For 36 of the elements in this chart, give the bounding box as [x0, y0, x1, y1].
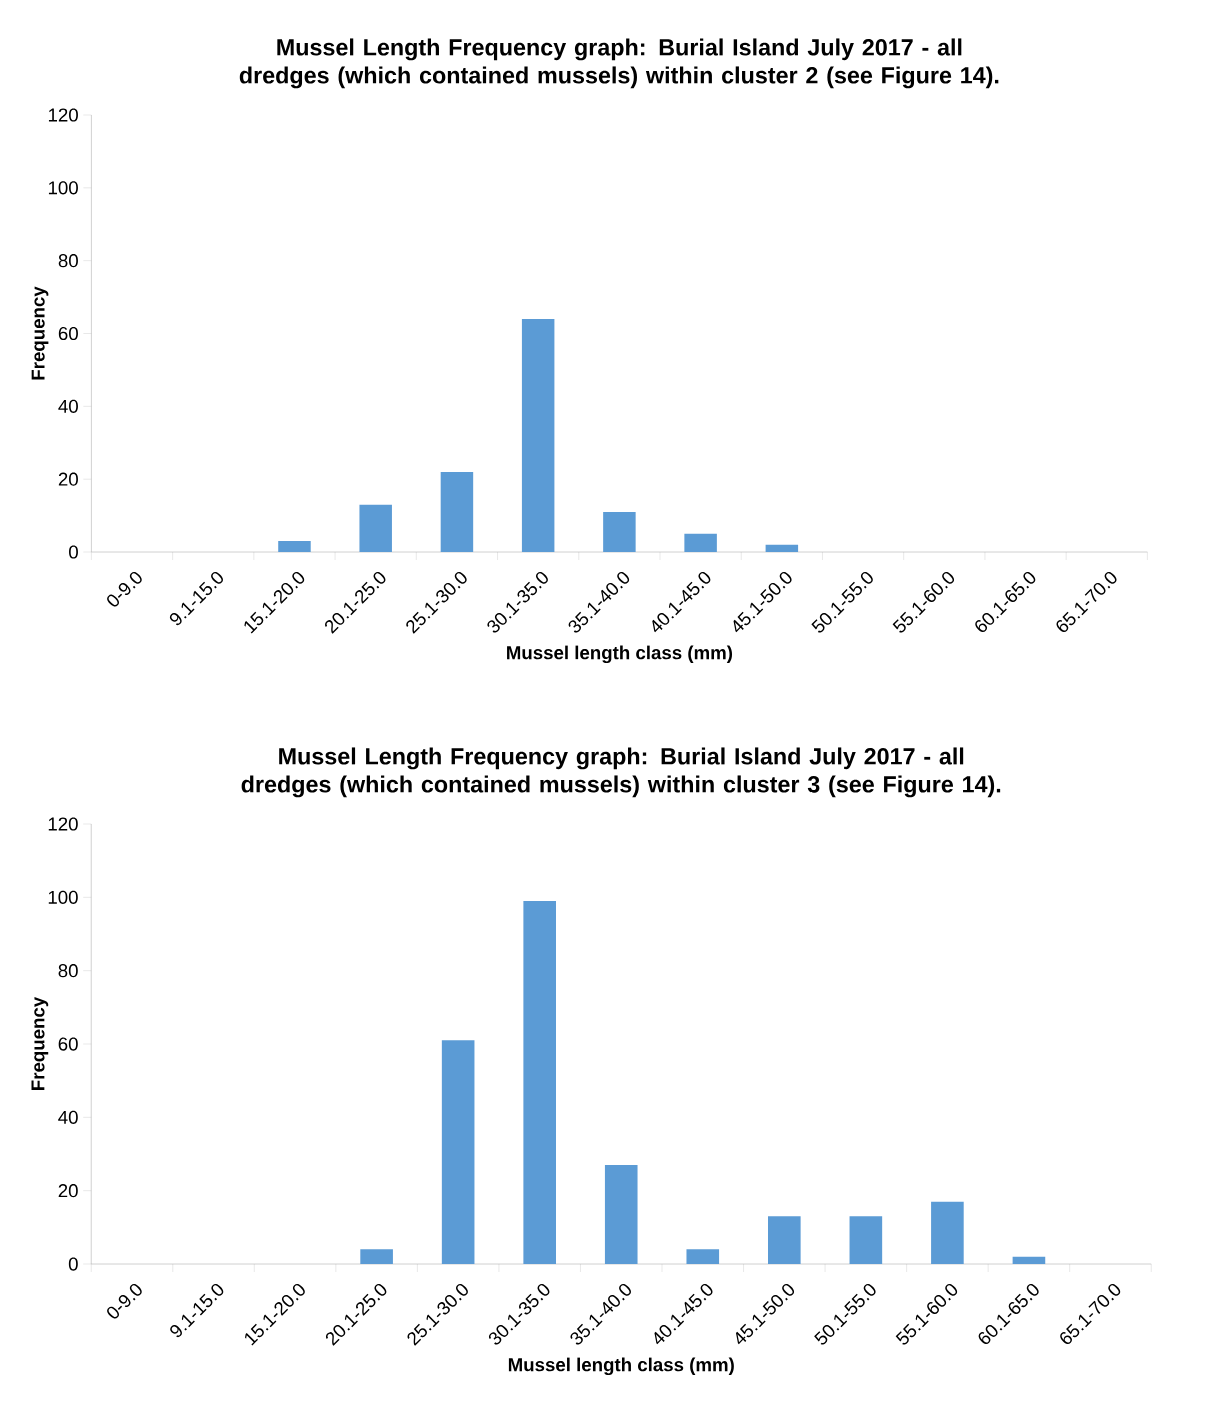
y-tick-label: 80 [58, 254, 78, 268]
y-tick-label: 40 [58, 1110, 78, 1124]
bar [523, 901, 556, 1265]
bar [521, 318, 555, 553]
chart-title: Mussel Length Frequency graph: Burial Island July 2017 - all dredges (which contained mussels) within cluster 3 (see Figure 14). [241, 747, 1001, 798]
bar [603, 511, 636, 553]
x-axis-title: Mussel length class (mm) [508, 1357, 734, 1376]
bar [1012, 1256, 1046, 1265]
y-tick-label: 20 [58, 1184, 78, 1198]
y-tick-label: 20 [58, 472, 78, 486]
bar [440, 471, 474, 553]
chart-title: Mussel Length Frequency graph: Burial Island July 2017 - all dredges (which contained mussels) within cluster 2 (see Figure 14). [239, 38, 999, 89]
y-tick-label: 40 [58, 399, 78, 413]
y-tick-label: 120 [48, 817, 78, 831]
bar [768, 1216, 801, 1265]
y-tick-label: 0 [68, 1257, 78, 1271]
bar [359, 504, 392, 553]
y-tick-label: 60 [58, 1037, 78, 1051]
y-tick-label: 80 [58, 964, 78, 978]
bar [604, 1165, 638, 1265]
bar [684, 533, 717, 553]
y-axis-title: Frequency [31, 286, 49, 380]
bar [765, 544, 799, 553]
y-tick-label: 120 [48, 108, 78, 122]
y-axis-title: Frequency [31, 996, 49, 1090]
x-axis-title: Mussel length class (mm) [507, 645, 733, 664]
bar [360, 1249, 393, 1265]
y-tick-label: 100 [48, 890, 78, 904]
y-tick-label: 60 [58, 326, 78, 341]
bar [278, 541, 311, 553]
bar [686, 1249, 720, 1265]
y-tick-label: 0 [69, 545, 78, 559]
bar [931, 1201, 964, 1265]
y-tick-label: 100 [48, 181, 78, 195]
bar [849, 1216, 883, 1265]
bar [441, 1040, 475, 1265]
